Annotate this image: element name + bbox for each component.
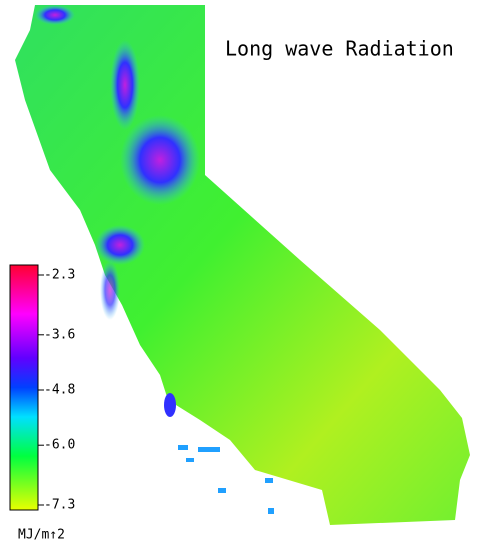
california-map — [15, 5, 470, 525]
coast-low-area — [164, 393, 176, 417]
valley-low-area — [110, 40, 140, 130]
island — [178, 445, 188, 450]
bay-low-area — [95, 225, 145, 265]
coast-low-area — [100, 260, 120, 320]
colorbar-tick-label: -3.6 — [44, 327, 75, 342]
state-shape — [15, 5, 470, 525]
island — [268, 508, 274, 514]
colorbar-tick-label: -7.3 — [44, 498, 75, 513]
island — [218, 488, 226, 493]
colorbar-gradient — [9, 264, 39, 511]
islands — [178, 445, 274, 514]
colorbar-tick-label: -2.3 — [44, 268, 75, 283]
island — [198, 447, 220, 452]
island — [265, 478, 273, 483]
colorbar-tick-label: -4.8 — [44, 383, 75, 398]
valley-low-area — [120, 115, 200, 205]
island — [186, 458, 194, 462]
colorbar-tick-label: -6.0 — [44, 438, 75, 453]
north-low-area — [35, 5, 75, 25]
colorbar: -2.3 -3.6 -4.8 -6.0 -7.3 — [9, 264, 75, 513]
colorbar-unit: MJ/m↑2 — [18, 528, 65, 543]
map-title: Long wave Radiation — [225, 37, 454, 61]
